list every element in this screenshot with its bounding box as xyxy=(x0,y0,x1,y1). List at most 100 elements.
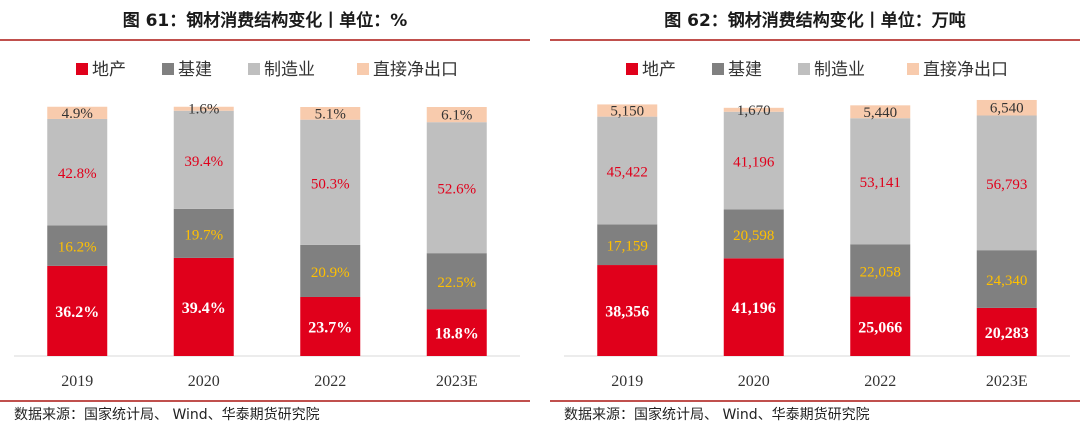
bar-segment-construction-2023e xyxy=(976,250,1037,308)
data-label-property-2019: 36.2% xyxy=(55,304,99,321)
data-label-manufacturing-2020: 39.4% xyxy=(184,154,223,170)
bar-segment-property-2022 xyxy=(850,296,911,356)
x-tick-label-2022: 2022 xyxy=(314,373,346,390)
bar-segment-net-export-2022 xyxy=(300,107,361,120)
source-divider xyxy=(550,400,1080,402)
data-label-manufacturing-2022: 50.3% xyxy=(311,176,350,192)
legend-label: 地产 xyxy=(92,60,126,80)
legend-label: 地产 xyxy=(642,60,676,80)
legend-manufacturing: 制造业 xyxy=(248,60,315,80)
data-label-construction-2023e: 22.5% xyxy=(437,275,476,291)
legend-label: 直接净出口 xyxy=(373,60,458,80)
data-label-manufacturing-2022: 53,141 xyxy=(860,175,901,191)
data-label-manufacturing-2023e: 52.6% xyxy=(437,182,476,198)
data-label-construction-2022: 22,058 xyxy=(860,264,901,280)
chart-title: 图 62：钢材消费结构变化丨单位：万吨 xyxy=(664,11,966,31)
bar-segment-property-2020 xyxy=(723,258,784,356)
legend-swatch xyxy=(798,63,810,75)
legend-manufacturing: 制造业 xyxy=(798,60,865,80)
bar-segment-manufacturing-2022 xyxy=(300,119,361,245)
data-label-net-export-2020: 1,670 xyxy=(737,103,771,119)
legend-swatch xyxy=(712,63,724,75)
data-label-construction-2022: 20.9% xyxy=(311,265,350,281)
bar-segment-net-export-2023e xyxy=(976,99,1037,116)
bar-segment-property-2023e xyxy=(426,309,487,356)
data-label-property-2023e: 18.8% xyxy=(435,326,479,343)
data-label-construction-2020: 19.7% xyxy=(184,227,223,243)
bar-segment-manufacturing-2022 xyxy=(850,118,911,245)
bar-segment-net-export-2019 xyxy=(47,106,108,119)
source-divider xyxy=(0,400,530,402)
data-label-net-export-2019: 5,150 xyxy=(610,104,644,120)
data-label-net-export-2023e: 6,540 xyxy=(990,101,1024,117)
legend-label: 制造业 xyxy=(264,60,315,80)
legend-swatch xyxy=(357,63,369,75)
data-label-net-export-2019: 4.9% xyxy=(62,106,93,122)
data-label-property-2020: 41,196 xyxy=(732,300,776,317)
bar-segment-manufacturing-2023e xyxy=(976,115,1037,251)
data-label-construction-2019: 16.2% xyxy=(58,240,97,256)
bar-segment-net-export-2022 xyxy=(850,105,911,119)
bar-segment-construction-2022 xyxy=(850,244,911,297)
bar-segment-construction-2020 xyxy=(173,208,234,258)
bar-segment-net-export-2019 xyxy=(597,104,658,117)
data-label-construction-2023e: 24,340 xyxy=(986,273,1027,289)
legend-construction: 基建 xyxy=(162,60,212,80)
chart-title: 图 61：钢材消费结构变化丨单位：% xyxy=(122,11,408,31)
bar-segment-net-export-2020 xyxy=(723,107,784,112)
bar-segment-property-2019 xyxy=(597,265,658,356)
bar-segment-construction-2020 xyxy=(723,209,784,259)
x-tick-label-2022: 2022 xyxy=(864,373,896,390)
x-tick-label-2023e: 2023E xyxy=(986,373,1028,390)
data-label-manufacturing-2019: 45,422 xyxy=(607,164,648,180)
title-divider xyxy=(0,39,530,41)
data-label-manufacturing-2020: 41,196 xyxy=(733,155,775,171)
stacked-bar-chart-percent: 地产 基建 制造业 直接净出口 36.2% 16.2% 42.8% 4.9% 2019 39.4%… xyxy=(14,60,520,390)
bar-segment-property-2022 xyxy=(300,296,361,356)
stacked-bar-chart-tonnes: 地产 基建 制造业 直接净出口 38,356 17,159 45,422 5,150 2019 4… xyxy=(564,60,1070,390)
data-label-net-export-2023e: 6.1% xyxy=(441,108,472,124)
data-label-construction-2020: 20,598 xyxy=(733,228,774,244)
legend-label: 基建 xyxy=(728,60,762,80)
bar-segment-property-2020 xyxy=(173,257,234,356)
legend-construction: 基建 xyxy=(712,60,762,80)
bar-segment-net-export-2020 xyxy=(173,106,234,111)
data-label-property-2022: 25,066 xyxy=(858,319,902,336)
legend-label: 制造业 xyxy=(814,60,865,80)
legend-swatch xyxy=(626,63,638,75)
bar-segment-manufacturing-2023e xyxy=(426,122,487,254)
data-label-net-export-2020: 1.6% xyxy=(188,102,219,118)
title-divider xyxy=(550,39,1080,41)
legend-swatch xyxy=(76,63,88,75)
bar-segment-manufacturing-2019 xyxy=(47,118,108,226)
legend-property: 地产 xyxy=(76,60,126,80)
data-label-property-2020: 39.4% xyxy=(182,300,226,317)
legend-swatch xyxy=(248,63,260,75)
legend-net-export: 直接净出口 xyxy=(907,60,1008,80)
data-label-construction-2019: 17,159 xyxy=(607,239,648,255)
x-tick-label-2020: 2020 xyxy=(738,373,770,390)
data-label-property-2022: 23.7% xyxy=(308,319,352,336)
data-label-property-2019: 38,356 xyxy=(605,304,649,321)
x-tick-label-2019: 2019 xyxy=(61,373,93,390)
data-label-net-export-2022: 5,440 xyxy=(863,105,897,121)
bar-segment-construction-2019 xyxy=(47,225,108,266)
data-label-manufacturing-2019: 42.8% xyxy=(58,166,97,182)
data-label-manufacturing-2023e: 56,793 xyxy=(986,177,1027,193)
bar-segment-construction-2019 xyxy=(597,224,658,266)
x-tick-label-2020: 2020 xyxy=(188,373,220,390)
legend-label: 基建 xyxy=(178,60,212,80)
x-tick-label-2023e: 2023E xyxy=(436,373,478,390)
bar-segment-net-export-2023e xyxy=(426,107,487,123)
data-label-property-2023e: 20,283 xyxy=(985,325,1029,342)
data-source-note: 数据来源：国家统计局、 Wind、华泰期货研究院 xyxy=(564,407,870,423)
bar-segment-construction-2023e xyxy=(426,253,487,310)
data-source-note: 数据来源：国家统计局、 Wind、华泰期货研究院 xyxy=(14,407,320,423)
bar-segment-manufacturing-2019 xyxy=(597,116,658,225)
bar-segment-property-2019 xyxy=(47,265,108,356)
bar-segment-manufacturing-2020 xyxy=(173,110,234,209)
data-label-net-export-2022: 5.1% xyxy=(315,106,346,122)
x-tick-label-2019: 2019 xyxy=(611,373,643,390)
legend-property: 地产 xyxy=(626,60,676,80)
legend-net-export: 直接净出口 xyxy=(357,60,458,80)
